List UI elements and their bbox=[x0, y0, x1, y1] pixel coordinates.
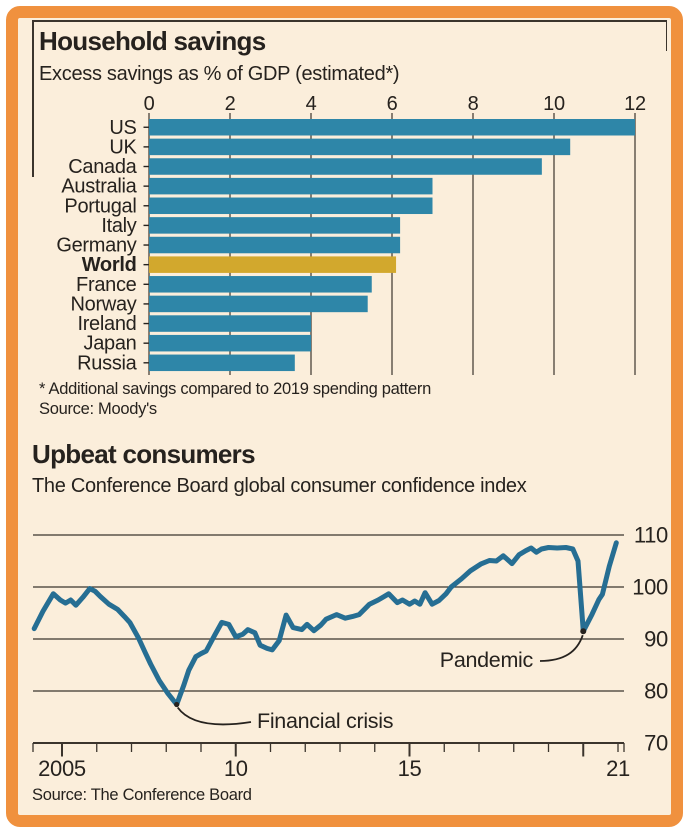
bar-chart-title: Household savings bbox=[39, 26, 266, 56]
bar-chart-subtitle: Excess savings as % of GDP (estimated*) bbox=[39, 63, 400, 85]
bracket-top-line bbox=[32, 20, 667, 22]
line-chart-source: Source: The Conference Board bbox=[32, 786, 252, 804]
bracket-right-line bbox=[665, 20, 667, 51]
bar-chart-source: Source: Moody's bbox=[39, 400, 157, 418]
bracket-left-line bbox=[32, 20, 34, 177]
line-chart-title: Upbeat consumers bbox=[32, 439, 256, 469]
bar-chart-footnote: * Additional savings compared to 2019 sp… bbox=[39, 380, 431, 398]
line-chart-subtitle: The Conference Board global consumer con… bbox=[32, 475, 527, 497]
